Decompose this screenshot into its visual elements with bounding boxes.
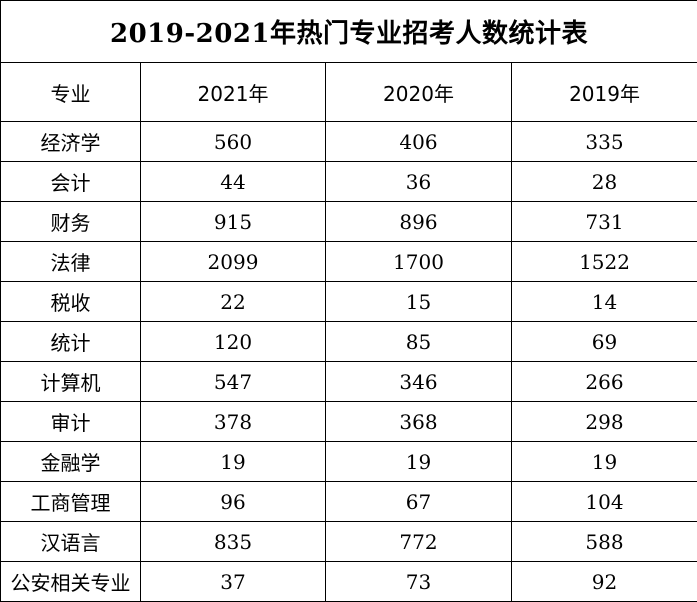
value-2021-cell: 22 [141,282,326,322]
major-cell: 计算机 [1,362,141,402]
major-cell: 金融学 [1,442,141,482]
value-2019-cell: 588 [512,522,697,562]
title-row: 2019-2021年热门专业招考人数统计表 [1,1,697,63]
value-2019-cell: 92 [512,562,697,602]
value-2020-cell: 896 [326,202,512,242]
value-2020-cell: 346 [326,362,512,402]
value-2021-cell: 96 [141,482,326,522]
value-2021-cell: 37 [141,562,326,602]
value-2019-cell: 19 [512,442,697,482]
table-row: 税收 22 15 14 [1,282,697,322]
value-2021-cell: 835 [141,522,326,562]
major-cell: 财务 [1,202,141,242]
value-2020-cell: 73 [326,562,512,602]
header-2019: 2019年 [512,63,697,122]
value-2021-cell: 547 [141,362,326,402]
major-cell: 审计 [1,402,141,442]
value-2020-cell: 15 [326,282,512,322]
table-row: 统计 120 85 69 [1,322,697,362]
value-2021-cell: 120 [141,322,326,362]
value-2019-cell: 266 [512,362,697,402]
major-cell: 经济学 [1,122,141,162]
value-2019-cell: 14 [512,282,697,322]
value-2019-cell: 731 [512,202,697,242]
value-2020-cell: 67 [326,482,512,522]
value-2021-cell: 19 [141,442,326,482]
value-2021-cell: 2099 [141,242,326,282]
table-row: 汉语言 835 772 588 [1,522,697,562]
value-2020-cell: 772 [326,522,512,562]
value-2019-cell: 298 [512,402,697,442]
value-2020-cell: 19 [326,442,512,482]
major-cell: 公安相关专业 [1,562,141,602]
value-2019-cell: 69 [512,322,697,362]
value-2021-cell: 560 [141,122,326,162]
value-2019-cell: 1522 [512,242,697,282]
major-cell: 法律 [1,242,141,282]
major-cell: 工商管理 [1,482,141,522]
table-row: 财务 915 896 731 [1,202,697,242]
value-2021-cell: 378 [141,402,326,442]
value-2019-cell: 335 [512,122,697,162]
header-major: 专业 [1,63,141,122]
value-2021-cell: 44 [141,162,326,202]
value-2020-cell: 85 [326,322,512,362]
value-2021-cell: 915 [141,202,326,242]
header-2021: 2021年 [141,63,326,122]
value-2020-cell: 1700 [326,242,512,282]
table-row: 法律 2099 1700 1522 [1,242,697,282]
major-cell: 统计 [1,322,141,362]
table-row: 工商管理 96 67 104 [1,482,697,522]
value-2019-cell: 28 [512,162,697,202]
table-title: 2019-2021年热门专业招考人数统计表 [1,1,697,63]
table-row: 计算机 547 346 266 [1,362,697,402]
table-row: 金融学 19 19 19 [1,442,697,482]
major-cell: 汉语言 [1,522,141,562]
header-2020: 2020年 [326,63,512,122]
table-row: 会计 44 36 28 [1,162,697,202]
table-row: 审计 378 368 298 [1,402,697,442]
value-2020-cell: 406 [326,122,512,162]
value-2019-cell: 104 [512,482,697,522]
header-row: 专业 2021年 2020年 2019年 [1,63,697,122]
value-2020-cell: 368 [326,402,512,442]
table-row: 公安相关专业 37 73 92 [1,562,697,602]
major-cell: 会计 [1,162,141,202]
table-row: 经济学 560 406 335 [1,122,697,162]
value-2020-cell: 36 [326,162,512,202]
major-cell: 税收 [1,282,141,322]
